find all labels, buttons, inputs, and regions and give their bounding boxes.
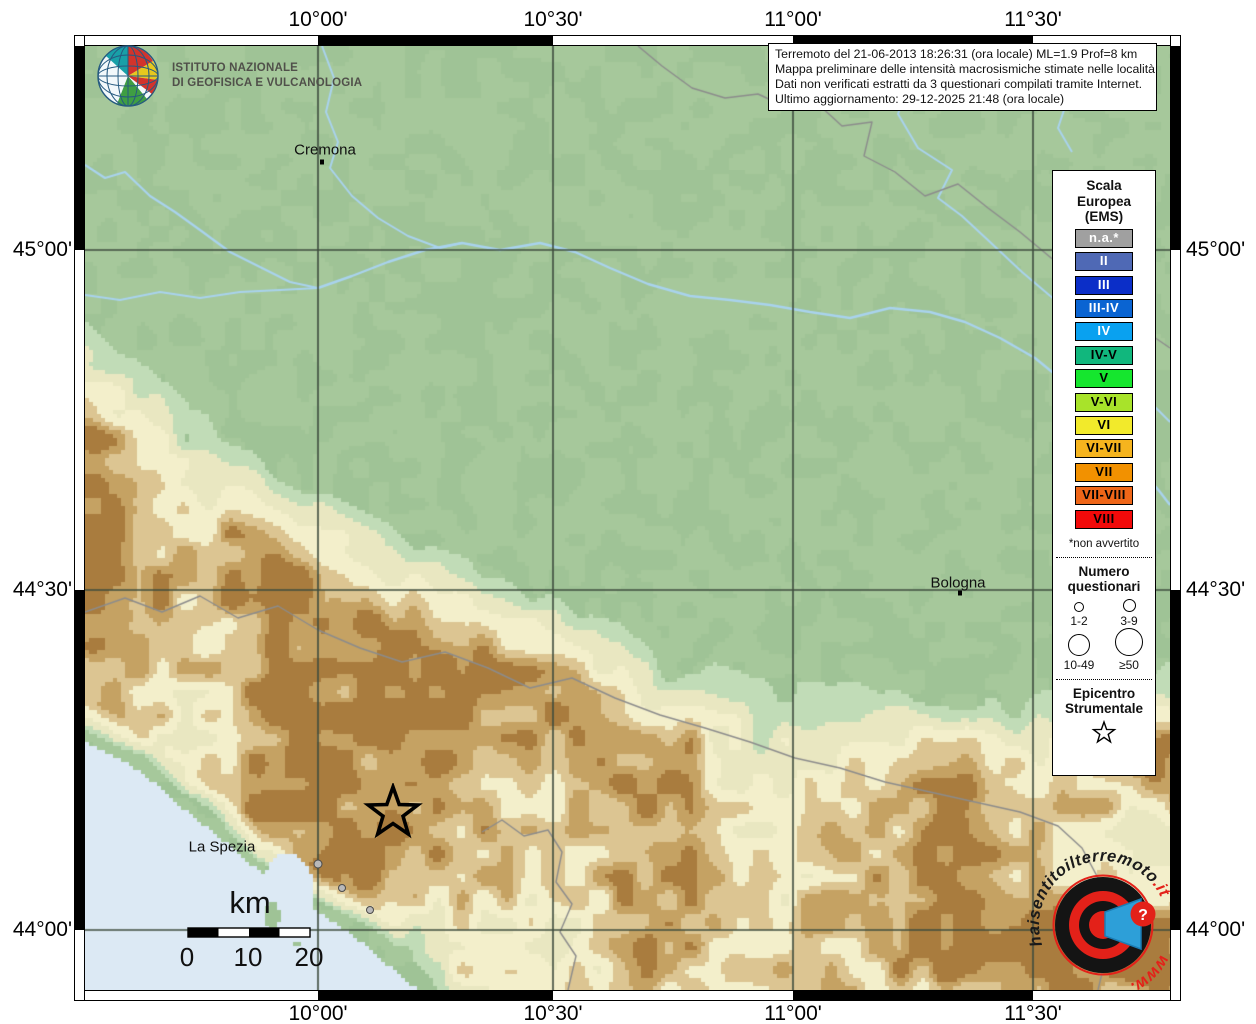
questionnaire-locality-dot (338, 884, 346, 892)
epicenter-title-line2: Strumentale (1064, 701, 1144, 717)
frame-right-black-seg (1171, 46, 1180, 250)
axis-label-left: 44°00' (12, 918, 72, 941)
ems-level-iv: IV (1075, 322, 1133, 342)
questionnaire-circle-icon (1115, 627, 1143, 656)
ems-scale-list: n.a.* II III III-IV IV IV-V V V-VI VI VI-VII VII VI… (1053, 228, 1155, 529)
legend-divider (1056, 556, 1152, 558)
questionnaire-class-label: 3-9 (1120, 613, 1138, 628)
questionnaire-class-label: 1-2 (1070, 613, 1088, 628)
frame-left (74, 35, 85, 1001)
frame-bottom-black-seg (793, 991, 1033, 1000)
questionnaire-circle-icon (1068, 633, 1090, 656)
ingv-org-line1: ISTITUTO NAZIONALE (172, 62, 299, 74)
ingv-logo: ISTITUTO NAZIONALE DI GEOFISICA E VULCAN… (96, 44, 362, 108)
epicenter-star (363, 783, 423, 839)
legend-title-line1: Scala (1086, 178, 1122, 193)
city-label-cremona: Cremona (294, 141, 356, 159)
questionnaire-class: ≥50 (1104, 627, 1154, 672)
frame-bottom-black-seg (318, 991, 553, 1000)
axis-label-top: 11°30' (1004, 8, 1062, 31)
epicenter-star-key-icon (1091, 719, 1117, 744)
frame-right-black-seg (1171, 590, 1180, 930)
axis-label-bottom: 11°00' (764, 1002, 822, 1024)
frame-left-black-seg (75, 46, 84, 250)
questionnaire-class-label: ≥50 (1119, 657, 1139, 672)
axis-label-top: 11°00' (764, 8, 822, 31)
legend-box: Scala Europea (EMS) n.a.* II III III-IV IV IV… (1052, 170, 1156, 776)
scale-bar-ticks: 0 10 20 (160, 942, 340, 972)
question-mark: ? (1138, 907, 1148, 924)
question-badge (1130, 901, 1156, 927)
ems-level-vi: VI (1075, 416, 1133, 436)
ems-level-n-a-: n.a.* (1075, 228, 1133, 248)
axis-label-left: 44°30' (12, 578, 72, 601)
questionnaire-class: 10-49 (1054, 628, 1104, 672)
ems-level-iv-v: IV-V (1075, 345, 1133, 365)
questionnaire-locality-dot (313, 859, 323, 869)
questionnaire-class: 3-9 (1104, 598, 1154, 628)
scale-bar-tick-label: 20 (294, 942, 324, 972)
questionnaires-size-key: 1-2 3-9 10-49 ≥50 (1053, 598, 1155, 672)
axis-label-top: 10°30' (523, 8, 583, 31)
legend-title-line2: Europea (1076, 193, 1131, 209)
city-marker (320, 159, 324, 165)
city-label-la-spezia: La Spezia (188, 838, 256, 856)
event-info-line2: Mappa preliminare delle intensità macros… (775, 62, 1156, 76)
questionnaire-circle-icon (1122, 598, 1136, 612)
legend-footnote: *non avvertito (1068, 537, 1140, 550)
questionnaires-title-line2: questionari (1067, 579, 1141, 595)
questionnaires-title-line1: Numero (1078, 563, 1130, 579)
questionnaire-circle-icon (1074, 601, 1084, 612)
ems-level-viii: VIII (1075, 509, 1133, 529)
ems-level-iii-iv: III-IV (1075, 299, 1133, 319)
event-info-box: Terremoto del 21-06-2013 18:26:31 (ora l… (768, 43, 1157, 111)
legend-divider (1056, 678, 1152, 680)
scale-bar-tick-label: 10 (233, 942, 263, 972)
axis-label-left: 45°00' (12, 238, 72, 261)
ems-level-iii: III (1075, 275, 1133, 295)
questionnaire-class-label: 10-49 (1063, 657, 1095, 672)
epicenter-title-line1: Epicentro (1072, 685, 1136, 701)
scale-bar-graphic (187, 927, 311, 938)
axis-label-bottom: 10°30' (523, 1002, 583, 1024)
ems-level-v: V (1075, 369, 1133, 389)
frame-left-black-seg (75, 590, 84, 930)
city-label-bologna: Bologna (930, 574, 986, 592)
questionnaire-class: 1-2 (1054, 599, 1104, 628)
questionnaire-locality-dot (366, 906, 374, 914)
ingv-globe-icon (97, 45, 159, 107)
ems-level-vi-vii: VI-VII (1075, 439, 1133, 459)
legend-title-line3: (EMS) (1084, 209, 1124, 224)
ingv-org-line2: DI GEOFISICA E VULCANOLOGIA (172, 77, 363, 89)
frame-top-black-seg (318, 36, 553, 45)
scale-bar-unit: km (229, 885, 271, 920)
axis-label-bottom: 10°00' (288, 1002, 348, 1024)
event-info-line1: Terremoto del 21-06-2013 18:26:31 (ora l… (775, 47, 1138, 61)
map-terrain-canvas (85, 46, 1170, 990)
frame-right (1170, 35, 1181, 1001)
ingv-org-name: ISTITUTO NAZIONALE DI GEOFISICA E VULCAN… (172, 61, 362, 91)
event-info-line3: Dati non verificati estratti da 3 questi… (775, 77, 1143, 91)
haisentito-il-terremoto-logo: ? haisentitoilterremoto.it www. (1025, 848, 1173, 997)
ems-level-v-vi: V-VI (1075, 392, 1133, 412)
event-info-line4: Ultimo aggiornamento: 29-12-2025 21:48 (… (775, 92, 1065, 106)
axis-label-top: 10°00' (288, 8, 348, 31)
ems-level-ii: II (1075, 252, 1133, 272)
axis-label-right: 45°00' (1186, 238, 1246, 261)
ems-level-vii-viii: VII-VIII (1075, 486, 1133, 506)
frame-top-black-seg (793, 36, 1033, 45)
axis-label-right: 44°30' (1186, 578, 1246, 601)
frame-bottom (74, 990, 1181, 1001)
ems-level-vii: VII (1075, 462, 1133, 482)
scale-bar-tick-label: 0 (179, 942, 195, 972)
axis-label-right: 44°00' (1186, 918, 1246, 941)
scale-bar: km 0 10 20 (160, 885, 340, 972)
city-marker (958, 590, 962, 596)
axis-label-bottom: 11°30' (1004, 1002, 1062, 1024)
